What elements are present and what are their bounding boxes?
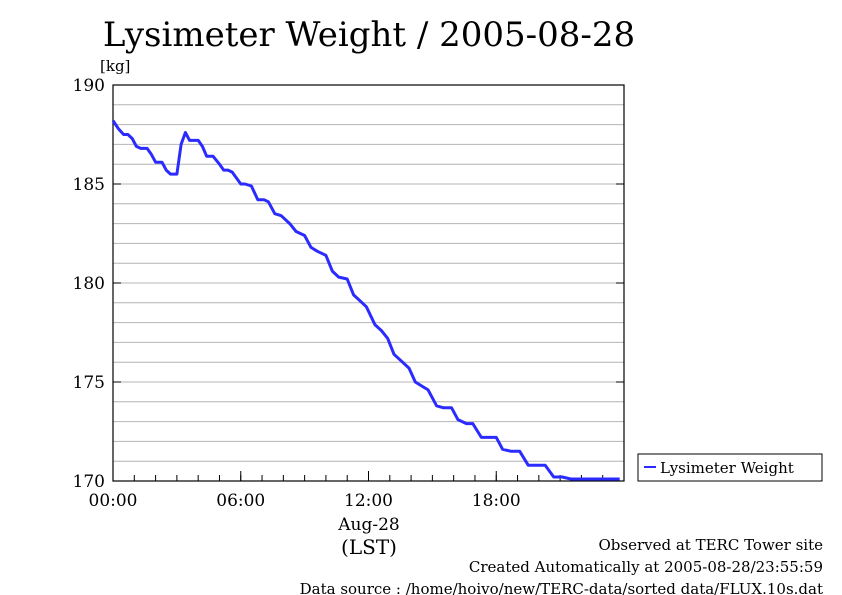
legend: Lysimeter Weight [637, 453, 823, 482]
y-axis-ticks: 170 175 180 185 190 [73, 76, 624, 492]
legend-box [637, 453, 823, 482]
y-axis-unit-label: [kg] [100, 57, 130, 75]
y-tick-label: 185 [73, 175, 105, 195]
y-tick-label: 175 [73, 373, 105, 393]
footer-site: Observed at TERC Tower site [598, 536, 823, 554]
footer-data-source: Data source : /home/hoivo/new/TERC-data/… [300, 580, 823, 595]
x-tick-label: 12:00 [344, 491, 393, 511]
x-tick-label: 18:00 [472, 491, 521, 511]
y-tick-label: 180 [73, 274, 105, 294]
y-tick-label: 190 [73, 76, 105, 96]
gridlines [113, 104, 624, 481]
chart-title: Lysimeter Weight / 2005-08-28 [103, 15, 635, 55]
x-tick-label: 00:00 [89, 491, 138, 511]
x-axis-ticks: 00:00 06:00 12:00 18:00 [89, 471, 521, 511]
legend-entry-lysimeter-weight: Lysimeter Weight [660, 459, 794, 477]
y-tick-label: 170 [73, 472, 105, 492]
x-axis-timezone-label: (LST) [341, 535, 397, 559]
footer-created: Created Automatically at 2005-08-28/23:5… [469, 558, 823, 576]
x-axis-date-label: Aug-28 [337, 515, 399, 535]
x-tick-label: 06:00 [216, 491, 265, 511]
series-line-lysimeter-weight [111, 119, 620, 481]
